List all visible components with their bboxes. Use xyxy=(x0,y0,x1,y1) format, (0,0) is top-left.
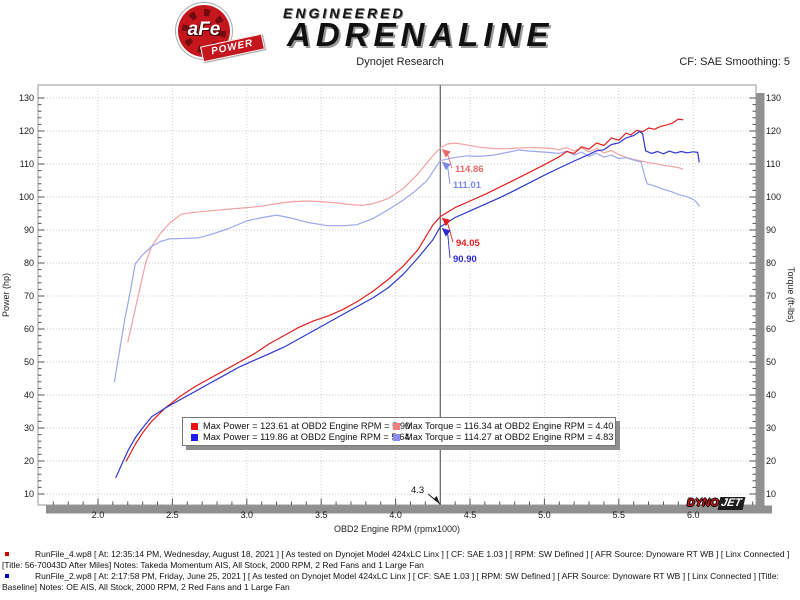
svg-text:3.5: 3.5 xyxy=(315,510,328,520)
run-bullet-red xyxy=(5,552,9,556)
svg-text:70: 70 xyxy=(24,291,34,301)
legend-text: Max Torque = 114.27 at OBD2 Engine RPM =… xyxy=(405,432,614,442)
dynojet-watermark-dyno: DYNO xyxy=(687,497,719,509)
svg-text:50: 50 xyxy=(24,357,34,367)
svg-text:110: 110 xyxy=(20,159,34,169)
svg-text:120: 120 xyxy=(766,126,781,136)
legend-item-max-torque-pink: Max Torque = 116.34 at OBD2 Engine RPM =… xyxy=(393,421,613,431)
smoothing-label: CF: SAE Smoothing: 5 xyxy=(679,56,790,68)
legend-text: Max Torque = 116.34 at OBD2 Engine RPM =… xyxy=(405,421,614,431)
svg-text:60: 60 xyxy=(24,324,34,334)
svg-text:90: 90 xyxy=(24,225,34,235)
svg-text:20: 20 xyxy=(24,456,34,466)
afe-badge: aFe xyxy=(178,5,230,57)
svg-text:10: 10 xyxy=(24,489,34,499)
svg-text:2.5: 2.5 xyxy=(166,510,179,520)
run-info-footer: RunFile_4.wp8 [ At: 12:35:14 PM, Wednesd… xyxy=(2,549,797,593)
svg-text:5.5: 5.5 xyxy=(613,510,626,520)
svg-text:3.0: 3.0 xyxy=(241,510,254,520)
legend-swatch-pink xyxy=(393,422,400,430)
svg-text:120: 120 xyxy=(19,126,34,136)
svg-text:70: 70 xyxy=(766,291,776,301)
svg-text:20: 20 xyxy=(766,456,776,466)
legend-text: Max Power = 119.86 at OBD2 Engine RPM = … xyxy=(203,432,410,442)
legend-swatch-blue xyxy=(191,433,198,441)
legend-item-max-torque-lightblue: Max Torque = 114.27 at OBD2 Engine RPM =… xyxy=(393,432,613,442)
cursor-value-afe_torque: 114.86 xyxy=(455,164,484,175)
run-bullet-blue xyxy=(5,574,9,578)
svg-text:6.0: 6.0 xyxy=(687,510,700,520)
afe-badge-core xyxy=(189,16,219,46)
svg-text:100: 100 xyxy=(766,192,781,202)
legend-swatch-lightblue xyxy=(393,433,400,441)
svg-text:50: 50 xyxy=(766,357,776,367)
cursor-value-afe_power: 94.05 xyxy=(456,238,480,249)
svg-text:4.5: 4.5 xyxy=(464,510,477,520)
cursor-value-baseline_power: 90.90 xyxy=(453,254,477,265)
svg-text:10: 10 xyxy=(766,489,776,499)
y-axis-title-left: Power (hp) xyxy=(1,273,11,318)
x-axis-title: OBD2 Engine RPM (rpmx1000) xyxy=(333,524,461,534)
y-axis-title-right: Torque (ft-lbs) xyxy=(786,267,796,323)
dynojet-watermark-jet: JET xyxy=(717,497,746,510)
afe-badge-text: aFe xyxy=(187,19,221,40)
svg-text:130: 130 xyxy=(766,93,781,103)
svg-text:5.0: 5.0 xyxy=(538,510,551,520)
legend-item-max-power-blue: Max Power = 119.86 at OBD2 Engine RPM = … xyxy=(191,432,410,442)
report-title: Dynojet Research xyxy=(356,56,444,68)
cursor-value-baseline_torque: 111.01 xyxy=(453,180,482,191)
svg-text:80: 80 xyxy=(766,258,776,268)
brand-line-adrenaline: ADRENALINE xyxy=(287,16,554,53)
svg-text:100: 100 xyxy=(19,192,34,202)
brand-logo: aFe POWER ENGINEERED ADRENALINE xyxy=(0,0,800,78)
run-entry-afe: RunFile_4.wp8 [ At: 12:35:14 PM, Wednesd… xyxy=(2,549,797,571)
run-entry-text: RunFile_2.wp8 [ At: 2:17:58 PM, Friday, … xyxy=(2,571,779,592)
svg-text:80: 80 xyxy=(24,258,34,268)
legend-box: Max Power = 123.61 at OBD2 Engine RPM = … xyxy=(182,417,616,446)
dyno-chart-canvas: 10 10 20 20 30 30 40 40 50 50 60 60 70 70 80 80 90 90 100 1… xyxy=(19,84,781,520)
svg-text:40: 40 xyxy=(766,390,776,400)
run-entry-text: RunFile_4.wp8 [ At: 12:35:14 PM, Wednesd… xyxy=(2,549,790,570)
svg-text:60: 60 xyxy=(766,324,776,334)
cursor-label: 4.3 xyxy=(411,485,425,496)
run-entry-baseline: RunFile_2.wp8 [ At: 2:17:58 PM, Friday, … xyxy=(2,571,797,593)
brand-line-engineered: ENGINEERED xyxy=(283,5,406,21)
legend-swatch-red xyxy=(191,422,198,430)
svg-text:4.0: 4.0 xyxy=(389,510,402,520)
dynojet-watermark: DYNOJET xyxy=(687,497,746,510)
svg-text:30: 30 xyxy=(24,423,34,433)
svg-text:40: 40 xyxy=(24,390,34,400)
svg-text:90: 90 xyxy=(766,225,776,235)
svg-text:30: 30 xyxy=(766,423,776,433)
svg-text:110: 110 xyxy=(766,159,780,169)
svg-text:130: 130 xyxy=(19,93,34,103)
legend-item-max-power-red: Max Power = 123.61 at OBD2 Engine RPM = … xyxy=(191,421,410,431)
svg-text:2.0: 2.0 xyxy=(92,510,105,520)
legend-text: Max Power = 123.61 at OBD2 Engine RPM = … xyxy=(203,421,411,431)
